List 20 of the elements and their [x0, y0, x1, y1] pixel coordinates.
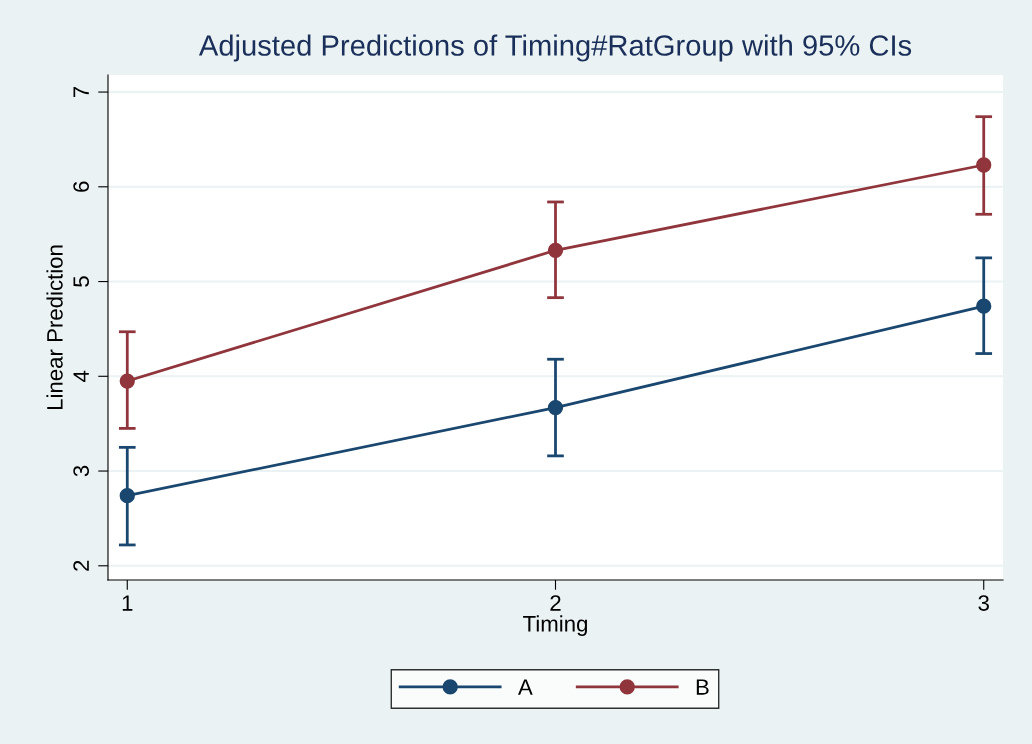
- legend-label: A: [518, 679, 533, 695]
- point: [119, 373, 135, 389]
- chart-title: Adjusted Predictions of Timing#RatGroup with 95% CIs: [198, 34, 912, 62]
- point: [547, 242, 564, 258]
- y-tick-label: 4: [73, 370, 89, 382]
- y-axis-title: Linear Prediction: [46, 245, 63, 410]
- x-tick-label: 2: [550, 595, 561, 611]
- x-tick-label: 3: [978, 595, 989, 611]
- point: [547, 399, 564, 416]
- y-tick-label: 3: [73, 465, 90, 477]
- point: [119, 488, 135, 504]
- legend-label: B: [696, 679, 709, 695]
- y-tick-label: 7: [73, 86, 89, 98]
- y-tick-label: 2: [73, 560, 89, 571]
- point: [976, 298, 992, 314]
- x-axis-title: Timing: [523, 615, 587, 637]
- y-tick-label: 6: [73, 181, 90, 192]
- point: [976, 157, 992, 173]
- x-tick-label: 1: [122, 595, 133, 611]
- y-tick-label: 5: [73, 276, 90, 287]
